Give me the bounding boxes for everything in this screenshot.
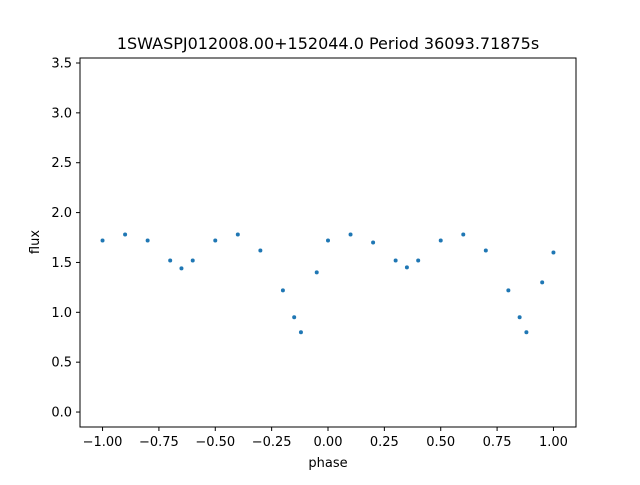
data-point — [506, 288, 511, 293]
data-point — [179, 266, 184, 271]
data-point — [292, 315, 297, 320]
data-point — [524, 330, 529, 335]
data-point — [326, 238, 330, 243]
x-axis: −1.00 −0.75 −0.50 −0.25 0.00 0.25 0.50 0.75 1.00 — [83, 427, 568, 450]
x-tick-label: 1.00 — [539, 435, 568, 450]
data-point — [483, 248, 488, 253]
y-tick-label: 1.0 — [51, 306, 72, 321]
data-point — [551, 250, 556, 255]
x-tick-label: −0.25 — [252, 435, 292, 450]
x-tick-label: −0.50 — [195, 435, 235, 450]
data-point — [371, 240, 376, 245]
x-tick-label: −1.00 — [83, 435, 123, 450]
data-point — [145, 238, 150, 243]
data-point — [438, 238, 443, 243]
data-point — [100, 238, 105, 243]
x-axis-label: phase — [308, 456, 347, 471]
x-tick-label: 0.75 — [483, 435, 512, 450]
x-tick-label: 0.00 — [314, 435, 343, 450]
data-points — [100, 232, 556, 335]
y-axis: 0.0 0.5 1.0 1.5 2.0 2.5 3.0 3.5 — [51, 56, 80, 421]
data-point — [416, 258, 421, 263]
data-point — [280, 288, 285, 293]
data-point — [168, 258, 173, 263]
y-tick-label: 2.0 — [51, 206, 72, 221]
y-tick-label: 1.5 — [51, 256, 72, 271]
data-point — [393, 258, 398, 263]
data-point — [298, 330, 303, 335]
data-point — [258, 248, 263, 253]
data-point — [461, 232, 466, 237]
y-tick-label: 3.0 — [51, 106, 72, 121]
y-axis-label: flux — [28, 230, 43, 254]
data-point — [123, 232, 128, 237]
y-tick-label: 0.5 — [51, 356, 72, 371]
chart-title: 1SWASPJ012008.00+152044.0 Period 36093.7… — [117, 34, 539, 53]
x-tick-label: 0.25 — [370, 435, 399, 450]
data-point — [190, 258, 195, 263]
x-tick-label: −0.75 — [139, 435, 179, 450]
data-point — [235, 232, 240, 237]
data-point — [213, 238, 218, 243]
data-point — [404, 265, 409, 270]
data-point — [517, 315, 522, 320]
y-tick-label: 2.5 — [51, 156, 72, 171]
data-point — [314, 270, 319, 275]
y-tick-label: 0.0 — [51, 406, 72, 421]
data-point — [348, 232, 353, 237]
x-tick-label: 0.50 — [426, 435, 455, 450]
y-tick-label: 3.5 — [51, 56, 72, 71]
data-point — [540, 280, 545, 285]
